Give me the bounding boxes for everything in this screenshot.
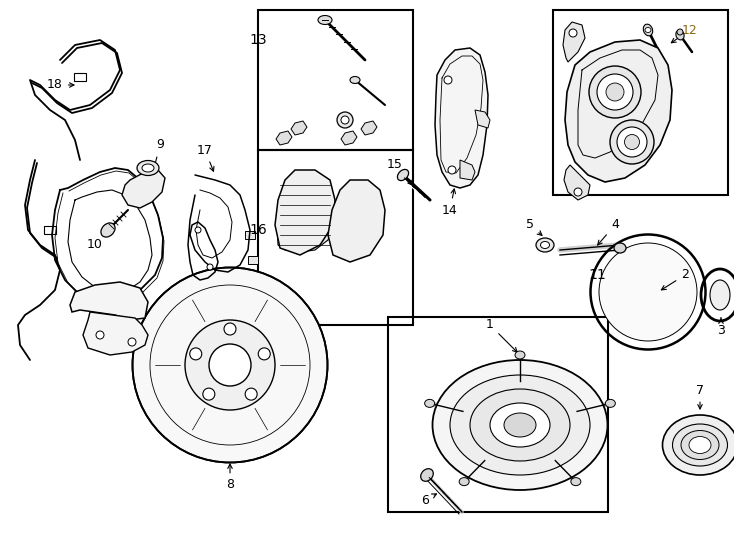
Polygon shape bbox=[277, 190, 333, 252]
Polygon shape bbox=[74, 73, 86, 81]
Text: 6: 6 bbox=[421, 494, 437, 507]
Polygon shape bbox=[276, 131, 292, 145]
Ellipse shape bbox=[258, 348, 270, 360]
Polygon shape bbox=[328, 180, 385, 262]
Polygon shape bbox=[70, 282, 148, 320]
Bar bbox=[388, 317, 608, 512]
Ellipse shape bbox=[589, 66, 641, 118]
Bar bbox=[258, 10, 413, 150]
Ellipse shape bbox=[676, 30, 684, 40]
Text: 16: 16 bbox=[249, 223, 267, 237]
Ellipse shape bbox=[203, 388, 215, 400]
Polygon shape bbox=[564, 165, 590, 200]
Ellipse shape bbox=[710, 280, 730, 310]
Ellipse shape bbox=[133, 267, 327, 462]
Ellipse shape bbox=[397, 170, 409, 180]
Ellipse shape bbox=[677, 29, 683, 35]
Ellipse shape bbox=[625, 134, 639, 150]
Ellipse shape bbox=[137, 160, 159, 176]
Ellipse shape bbox=[663, 415, 734, 475]
Ellipse shape bbox=[617, 127, 647, 157]
Ellipse shape bbox=[569, 29, 577, 37]
Text: 15: 15 bbox=[387, 159, 413, 185]
Polygon shape bbox=[275, 170, 335, 255]
Text: 14: 14 bbox=[442, 189, 458, 217]
Ellipse shape bbox=[643, 24, 653, 36]
Ellipse shape bbox=[425, 400, 435, 407]
Ellipse shape bbox=[504, 413, 536, 437]
Polygon shape bbox=[563, 22, 585, 62]
Ellipse shape bbox=[190, 348, 202, 360]
Ellipse shape bbox=[341, 116, 349, 124]
Polygon shape bbox=[565, 40, 672, 182]
Ellipse shape bbox=[536, 238, 554, 252]
Ellipse shape bbox=[681, 430, 719, 460]
Ellipse shape bbox=[515, 351, 525, 359]
Ellipse shape bbox=[209, 344, 251, 386]
Ellipse shape bbox=[432, 360, 608, 490]
Ellipse shape bbox=[599, 243, 697, 341]
Ellipse shape bbox=[490, 403, 550, 447]
Polygon shape bbox=[122, 170, 165, 208]
Ellipse shape bbox=[606, 83, 624, 101]
Ellipse shape bbox=[337, 112, 353, 128]
Ellipse shape bbox=[444, 76, 452, 84]
Ellipse shape bbox=[574, 188, 582, 196]
Ellipse shape bbox=[689, 436, 711, 454]
Text: 4: 4 bbox=[597, 219, 619, 245]
Bar bbox=[258, 150, 413, 325]
Bar bbox=[553, 10, 728, 195]
Ellipse shape bbox=[421, 469, 433, 481]
Text: 7: 7 bbox=[696, 383, 704, 409]
Text: 2: 2 bbox=[661, 268, 689, 290]
Polygon shape bbox=[460, 160, 475, 180]
Polygon shape bbox=[245, 231, 255, 239]
Ellipse shape bbox=[195, 227, 201, 233]
Text: 12: 12 bbox=[672, 24, 698, 43]
Ellipse shape bbox=[459, 478, 469, 485]
Ellipse shape bbox=[448, 166, 456, 174]
Polygon shape bbox=[435, 48, 488, 188]
Text: 5: 5 bbox=[526, 219, 542, 235]
Text: 13: 13 bbox=[249, 33, 267, 47]
Polygon shape bbox=[341, 131, 357, 145]
Ellipse shape bbox=[101, 223, 115, 237]
Ellipse shape bbox=[606, 400, 615, 407]
Ellipse shape bbox=[128, 338, 136, 346]
Text: 8: 8 bbox=[226, 464, 234, 491]
Text: 3: 3 bbox=[717, 318, 725, 336]
Ellipse shape bbox=[672, 424, 727, 466]
Ellipse shape bbox=[540, 241, 550, 248]
Ellipse shape bbox=[224, 323, 236, 335]
Polygon shape bbox=[248, 256, 258, 264]
Polygon shape bbox=[44, 226, 56, 234]
Ellipse shape bbox=[597, 74, 633, 110]
Ellipse shape bbox=[470, 389, 570, 461]
Text: 9: 9 bbox=[153, 138, 164, 168]
Polygon shape bbox=[83, 312, 148, 355]
Ellipse shape bbox=[610, 120, 654, 164]
Ellipse shape bbox=[185, 320, 275, 410]
Text: 18: 18 bbox=[47, 78, 74, 91]
Ellipse shape bbox=[207, 264, 213, 270]
Ellipse shape bbox=[450, 375, 590, 475]
Ellipse shape bbox=[571, 478, 581, 485]
Ellipse shape bbox=[318, 16, 332, 24]
Ellipse shape bbox=[350, 77, 360, 84]
Polygon shape bbox=[291, 121, 307, 135]
Polygon shape bbox=[475, 110, 490, 128]
Text: 10: 10 bbox=[87, 225, 112, 252]
Text: 11: 11 bbox=[588, 268, 606, 282]
Polygon shape bbox=[361, 121, 377, 135]
Ellipse shape bbox=[614, 243, 626, 253]
Ellipse shape bbox=[645, 28, 651, 32]
Text: 1: 1 bbox=[486, 319, 517, 352]
Ellipse shape bbox=[96, 331, 104, 339]
Ellipse shape bbox=[245, 388, 257, 400]
Ellipse shape bbox=[142, 164, 154, 172]
Text: 17: 17 bbox=[197, 144, 214, 171]
